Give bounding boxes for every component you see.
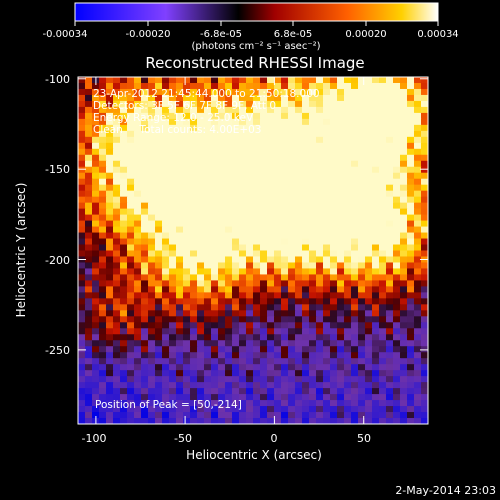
x-tick-label: -100 <box>82 432 107 445</box>
colorbar-tick-label: 0.00020 <box>345 29 386 40</box>
colorbar-tick-label: -0.00020 <box>126 29 171 40</box>
colorbar-tick-label: 0.00034 <box>417 29 458 40</box>
y-tick-label: -150 <box>45 163 70 176</box>
plot-title: Reconstructed RHESSI Image <box>145 54 364 72</box>
colorbar-ticks <box>74 21 439 26</box>
x-tick-label: 50 <box>357 432 371 445</box>
y-axis <box>78 78 428 351</box>
y-tick-label: -200 <box>45 254 70 267</box>
colorbar-tick-label: -6.8e-05 <box>200 29 242 40</box>
x-axis-label: Heliocentric X (arcsec) <box>186 448 322 462</box>
x-tick-label: 0 <box>271 432 278 445</box>
y-axis-label: Heliocentric Y (arcsec) <box>14 183 28 318</box>
y-tick-label: -100 <box>45 73 70 86</box>
colorbar-tick-label: 6.8e-05 <box>274 29 312 40</box>
colorbar <box>74 2 439 22</box>
timestamp: 2-May-2014 23:03 <box>395 484 496 497</box>
x-axis <box>95 77 365 424</box>
time-range-annotation: 23-Apr-2012 21:45:44.000 to 21:50:18.000 <box>93 88 320 100</box>
x-tick-label: -50 <box>174 432 192 445</box>
plot-frame <box>77 76 429 425</box>
peak-position-annotation: Position of Peak = [50,-214] <box>95 399 242 411</box>
y-tick-label: -250 <box>45 344 70 357</box>
method-counts-annotation: Clean Total counts: 4.00E+03 <box>93 124 262 136</box>
heatmap-image <box>78 77 428 424</box>
colorbar-tick-label: -0.00034 <box>43 29 88 40</box>
detectors-annotation: Detectors: 3F 5F 6F 7F 8F 9F, Att 0 <box>93 100 276 112</box>
energy-range-annotation: Energy Range: 12.0 - 25.0 keV <box>93 112 254 124</box>
colorbar-unit-label: (photons cm⁻² s⁻¹ asec⁻²) <box>191 41 320 52</box>
